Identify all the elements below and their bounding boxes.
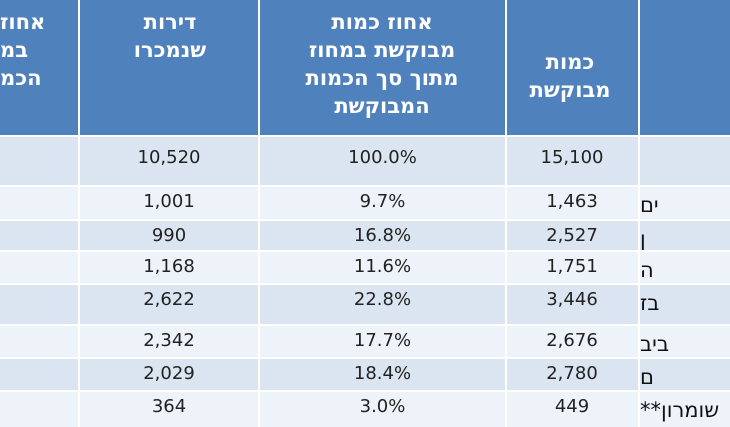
header-pct-requested: אחוז כמות מבוקשת במחוז מתוך סך הכמות המב… bbox=[305, 10, 459, 118]
table-row: 10,520 100.0% 15,100 bbox=[0, 135, 730, 187]
pct-cell: 18.4% bbox=[353, 363, 412, 384]
column-divider bbox=[505, 0, 507, 427]
requested-cell: 2,780 bbox=[546, 363, 598, 384]
district-label: ה bbox=[640, 258, 654, 282]
sold-cell: 2,029 bbox=[143, 363, 195, 384]
pct-cell: 22.8% bbox=[353, 289, 412, 310]
table-row: 2,029 18.4% 2,780 ם bbox=[0, 357, 730, 392]
header-requested: כמות מבוקשת bbox=[529, 50, 611, 102]
sold-cell: 990 bbox=[151, 225, 187, 246]
table-row: 364 3.0% 449 שומרון** bbox=[0, 390, 730, 427]
table-row: 990 16.8% 2,527 ן bbox=[0, 219, 730, 252]
header-pct-sold: אחוז במ הכמ bbox=[0, 10, 46, 90]
pct-cell: 3.0% bbox=[359, 396, 406, 417]
table-row: 2,342 17.7% 2,676 ביב bbox=[0, 324, 730, 359]
sold-cell: 364 bbox=[151, 396, 187, 417]
requested-cell: 2,676 bbox=[546, 330, 598, 351]
pct-cell: 9.7% bbox=[359, 191, 406, 212]
requested-cell: 2,527 bbox=[546, 225, 598, 246]
requested-cell: 449 bbox=[554, 396, 590, 417]
pct-cell: 17.7% bbox=[353, 330, 412, 351]
pct-cell: 11.6% bbox=[353, 256, 412, 277]
column-divider bbox=[78, 0, 80, 427]
district-label: שומרון** bbox=[640, 398, 720, 422]
pct-cell: 16.8% bbox=[353, 225, 412, 246]
sold-cell: 1,168 bbox=[143, 256, 195, 277]
column-divider bbox=[258, 0, 260, 427]
requested-cell: 15,100 bbox=[540, 147, 604, 168]
district-label: ן bbox=[640, 227, 646, 251]
sold-cell: 2,622 bbox=[143, 289, 195, 310]
table-header bbox=[0, 0, 730, 135]
sold-cell: 10,520 bbox=[137, 147, 201, 168]
sold-cell: 1,001 bbox=[143, 191, 195, 212]
requested-cell: 1,751 bbox=[546, 256, 598, 277]
requested-cell: 3,446 bbox=[546, 289, 598, 310]
requested-cell: 1,463 bbox=[546, 191, 598, 212]
pct-cell: 100.0% bbox=[348, 147, 417, 168]
table-row: 1,001 9.7% 1,463 ים bbox=[0, 185, 730, 221]
table-row: 2,622 22.8% 3,446 בז bbox=[0, 283, 730, 326]
sold-cell: 2,342 bbox=[143, 330, 195, 351]
district-label: בז bbox=[640, 291, 660, 315]
column-divider bbox=[638, 0, 640, 427]
header-sold: דירות שנמכרו bbox=[133, 10, 207, 62]
district-label: ים bbox=[640, 193, 659, 217]
district-label: ם bbox=[640, 365, 654, 389]
district-label: ביב bbox=[640, 332, 669, 356]
table-row: 1,168 11.6% 1,751 ה bbox=[0, 250, 730, 285]
